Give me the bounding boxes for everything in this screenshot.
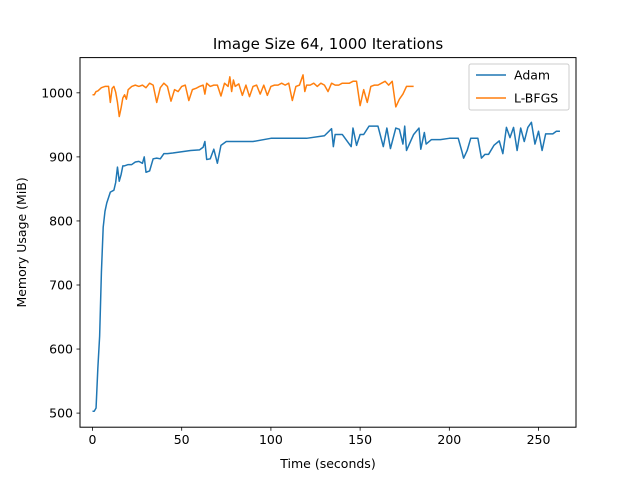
y-tick-label: 900 [49, 149, 73, 164]
y-tick-label: 600 [49, 342, 73, 357]
y-tick-label: 700 [49, 277, 73, 292]
x-tick-label: 250 [527, 432, 551, 447]
series-line-l-bfgs [92, 74, 414, 118]
x-tick-label: 100 [259, 432, 283, 447]
y-tick-label: 800 [49, 213, 73, 228]
legend-label-adam: Adam [514, 68, 550, 83]
x-tick-label: 0 [89, 432, 97, 447]
y-axis-label: Memory Usage (MiB) [14, 177, 29, 307]
series-line-adam [92, 121, 560, 412]
x-axis: 0 50 100 150 200 250 [89, 427, 551, 447]
legend-label-l-bfgs: L-BFGS [514, 91, 558, 106]
plot-frame [79, 57, 577, 428]
x-tick-label: 150 [348, 432, 372, 447]
legend: Adam L-BFGS [468, 63, 570, 111]
series-layer [92, 74, 560, 412]
plot-area [79, 57, 577, 428]
x-tick-label: 200 [437, 432, 461, 447]
y-axis: 500 600 700 800 900 1000 [41, 85, 80, 421]
x-axis-label: Time (seconds) [279, 456, 375, 471]
x-tick-label: 50 [174, 432, 190, 447]
y-tick-label: 1000 [41, 85, 73, 100]
y-tick-label: 500 [49, 406, 73, 421]
chart-title: Image Size 64, 1000 Iterations [213, 35, 443, 53]
